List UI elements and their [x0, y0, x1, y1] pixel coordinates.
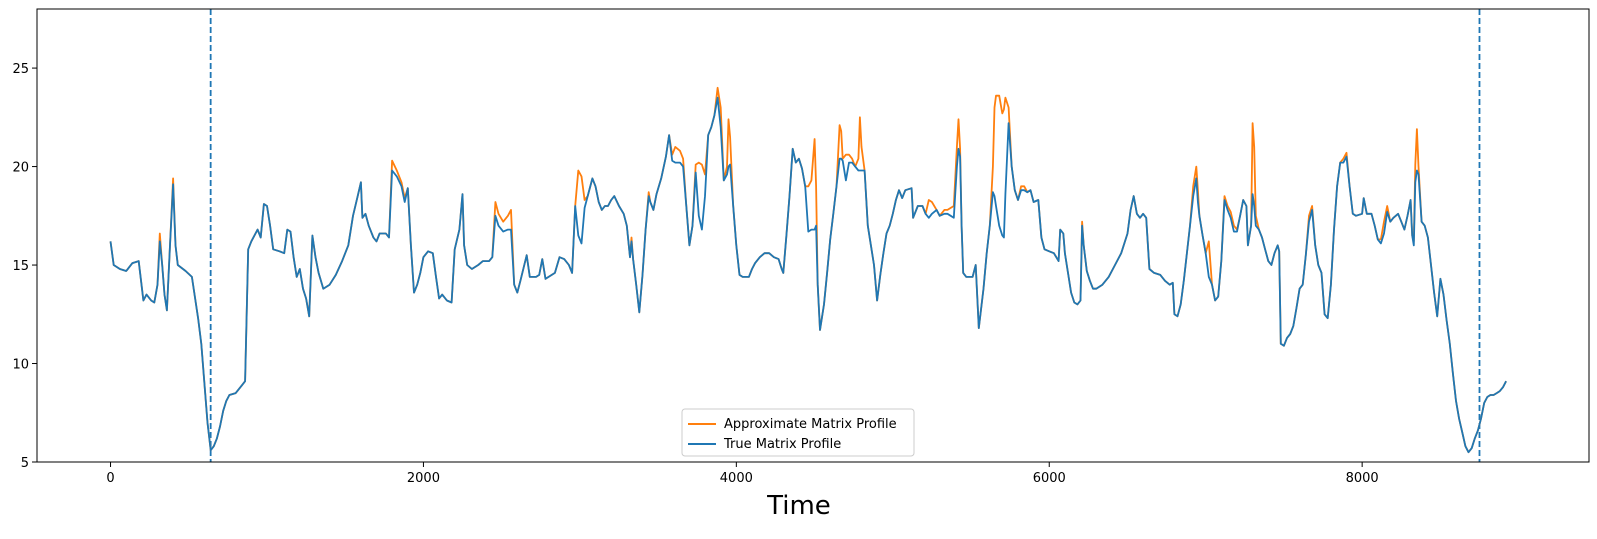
x-tick-label: 0	[106, 471, 114, 486]
y-axis-ticks: 5 10 15 20 25	[12, 62, 37, 471]
series-layer	[109, 86, 1507, 454]
x-axis-ticks: 0 2000 4000 6000 8000	[106, 462, 1379, 486]
plot-area	[109, 9, 1507, 462]
y-tick-label: 25	[12, 62, 29, 77]
y-tick-label: 5	[21, 456, 29, 471]
plot-frame	[36, 8, 1590, 463]
x-tick-label: 8000	[1346, 471, 1379, 486]
series-line-true	[109, 96, 1507, 454]
y-tick-label: 10	[12, 358, 29, 373]
y-tick-label: 15	[12, 259, 29, 274]
x-tick-label: 4000	[720, 471, 753, 486]
legend: Approximate Matrix Profile True Matrix P…	[681, 408, 915, 457]
vertical-reference-lines	[209, 9, 1481, 462]
legend-label-approximate: Approximate Matrix Profile	[724, 417, 897, 432]
y-tick-label: 20	[12, 161, 29, 176]
legend-frame	[681, 408, 915, 457]
legend-label-true: True Matrix Profile	[723, 437, 841, 452]
x-tick-label: 6000	[1033, 471, 1066, 486]
x-axis-label: Time	[766, 491, 831, 521]
x-tick-label: 2000	[407, 471, 440, 486]
